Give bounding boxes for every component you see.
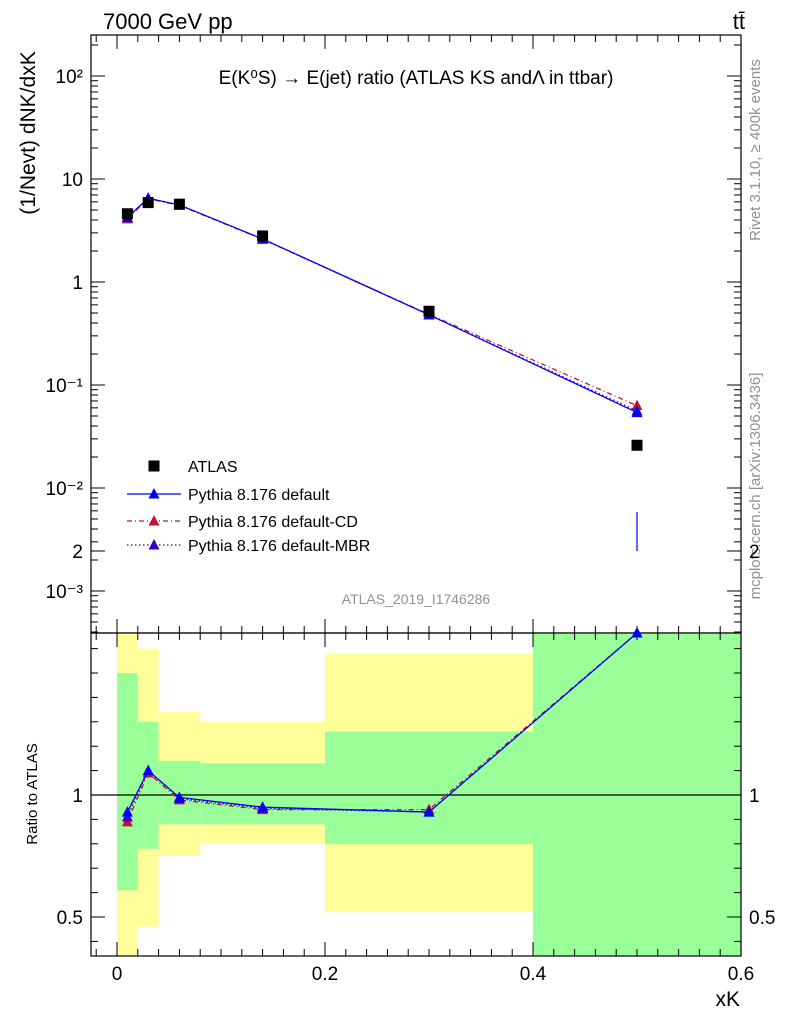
atlas-data-point	[142, 197, 154, 209]
legend-label: Pythia 8.176 default-MBR	[188, 538, 370, 555]
atlas-data-point	[257, 230, 269, 242]
main-y-axis-label: (1/Nevt) dNK/dxK	[17, 51, 40, 214]
ratio-band-green	[200, 763, 325, 825]
main-series-marker	[631, 406, 643, 418]
main-y-tick-label: 10⁻²	[46, 479, 84, 500]
energy-label: 7000 GeV pp	[103, 9, 233, 34]
main-y-tick-label: 1	[72, 273, 83, 294]
main-y-tick-label: 10⁻³	[46, 582, 84, 603]
ratio-y-tick-label-right: 2	[749, 542, 760, 563]
ratio-series-marker	[423, 806, 435, 817]
main-y-tick-label: 10⁻¹	[46, 376, 84, 397]
ratio-series-marker	[142, 764, 154, 776]
ratio-ticks: 0.5 0.5 1 1 2 2 0 0.2 0.4 0.6	[57, 542, 776, 985]
ratio-band-green	[137, 721, 159, 849]
legend-marker	[148, 539, 160, 550]
atlas-data-point	[631, 439, 643, 451]
ratio-y-axis-label: Ratio to ATLAS	[24, 743, 41, 844]
ratio-y-tick-label-right: 1	[749, 786, 760, 807]
main-y-ticks: 10⁻³ 10⁻² 10⁻¹ 1 10 10²	[46, 35, 742, 633]
ratio-y-tick-label-left: 2	[72, 542, 83, 563]
main-y-tick-label: 10²	[56, 67, 83, 88]
ratio-series-marker	[121, 806, 133, 817]
ratio-series	[121, 511, 643, 827]
ratio-band-green	[325, 731, 533, 844]
atlas-data-point	[423, 305, 435, 317]
legend-marker	[148, 515, 160, 526]
ratio-panel: Ratio to ATLAS xK 0.5 0.5 1 1 2 2 0 0.2 0.4 0.6	[24, 511, 776, 1011]
main-y-tick-label: 10	[62, 170, 83, 191]
x-tick-label: 0.6	[728, 964, 754, 985]
x-axis-label: xK	[715, 988, 740, 1011]
ratio-series-line	[126, 632, 638, 823]
legend-marker-atlas	[148, 460, 160, 472]
main-title: E(K⁰S) → E(jet) ratio (ATLAS KS andΛ in …	[219, 68, 614, 89]
x-tick-label: 0	[112, 964, 123, 985]
main-series-line	[126, 197, 638, 412]
source-label: mcplots.cern.ch [arXiv:1306.3436]	[747, 373, 764, 600]
legend-label: Pythia 8.176 default-CD	[188, 514, 358, 531]
ratio-band-green	[117, 673, 138, 891]
main-panel: E(K⁰S) → E(jet) ratio (ATLAS KS andΛ in …	[17, 34, 742, 634]
x-tick-label: 0.2	[312, 964, 338, 985]
ratio-series-marker	[257, 801, 269, 812]
main-series-line	[126, 197, 638, 407]
ratio-y-tick-label-left: 1	[72, 786, 83, 807]
main-series-line	[126, 197, 638, 414]
ratio-series-marker	[631, 627, 643, 638]
rivet-label: Rivet 3.1.10, ≥ 400k events	[747, 59, 764, 241]
legend-marker	[148, 488, 160, 499]
process-label: tt̄	[733, 9, 745, 34]
legend-label: ATLAS	[188, 459, 238, 476]
main-series-marker	[631, 399, 643, 411]
atlas-data-point	[173, 198, 185, 210]
legend-label: Pythia 8.176 default	[188, 487, 330, 504]
ratio-y-tick-label-right: 0.5	[749, 908, 775, 929]
ratio-series-marker	[173, 791, 185, 802]
legend: ATLAS Pythia 8.176 default Pythia 8.176 de…	[127, 459, 370, 555]
ratio-y-tick-label-left: 0.5	[57, 908, 83, 929]
atlas-data-point	[121, 208, 133, 220]
ratio-series-line	[126, 632, 638, 813]
x-tick-label: 0.4	[520, 964, 547, 985]
main-series	[121, 192, 643, 451]
analysis-id: ATLAS_2019_I1746286	[342, 591, 491, 607]
